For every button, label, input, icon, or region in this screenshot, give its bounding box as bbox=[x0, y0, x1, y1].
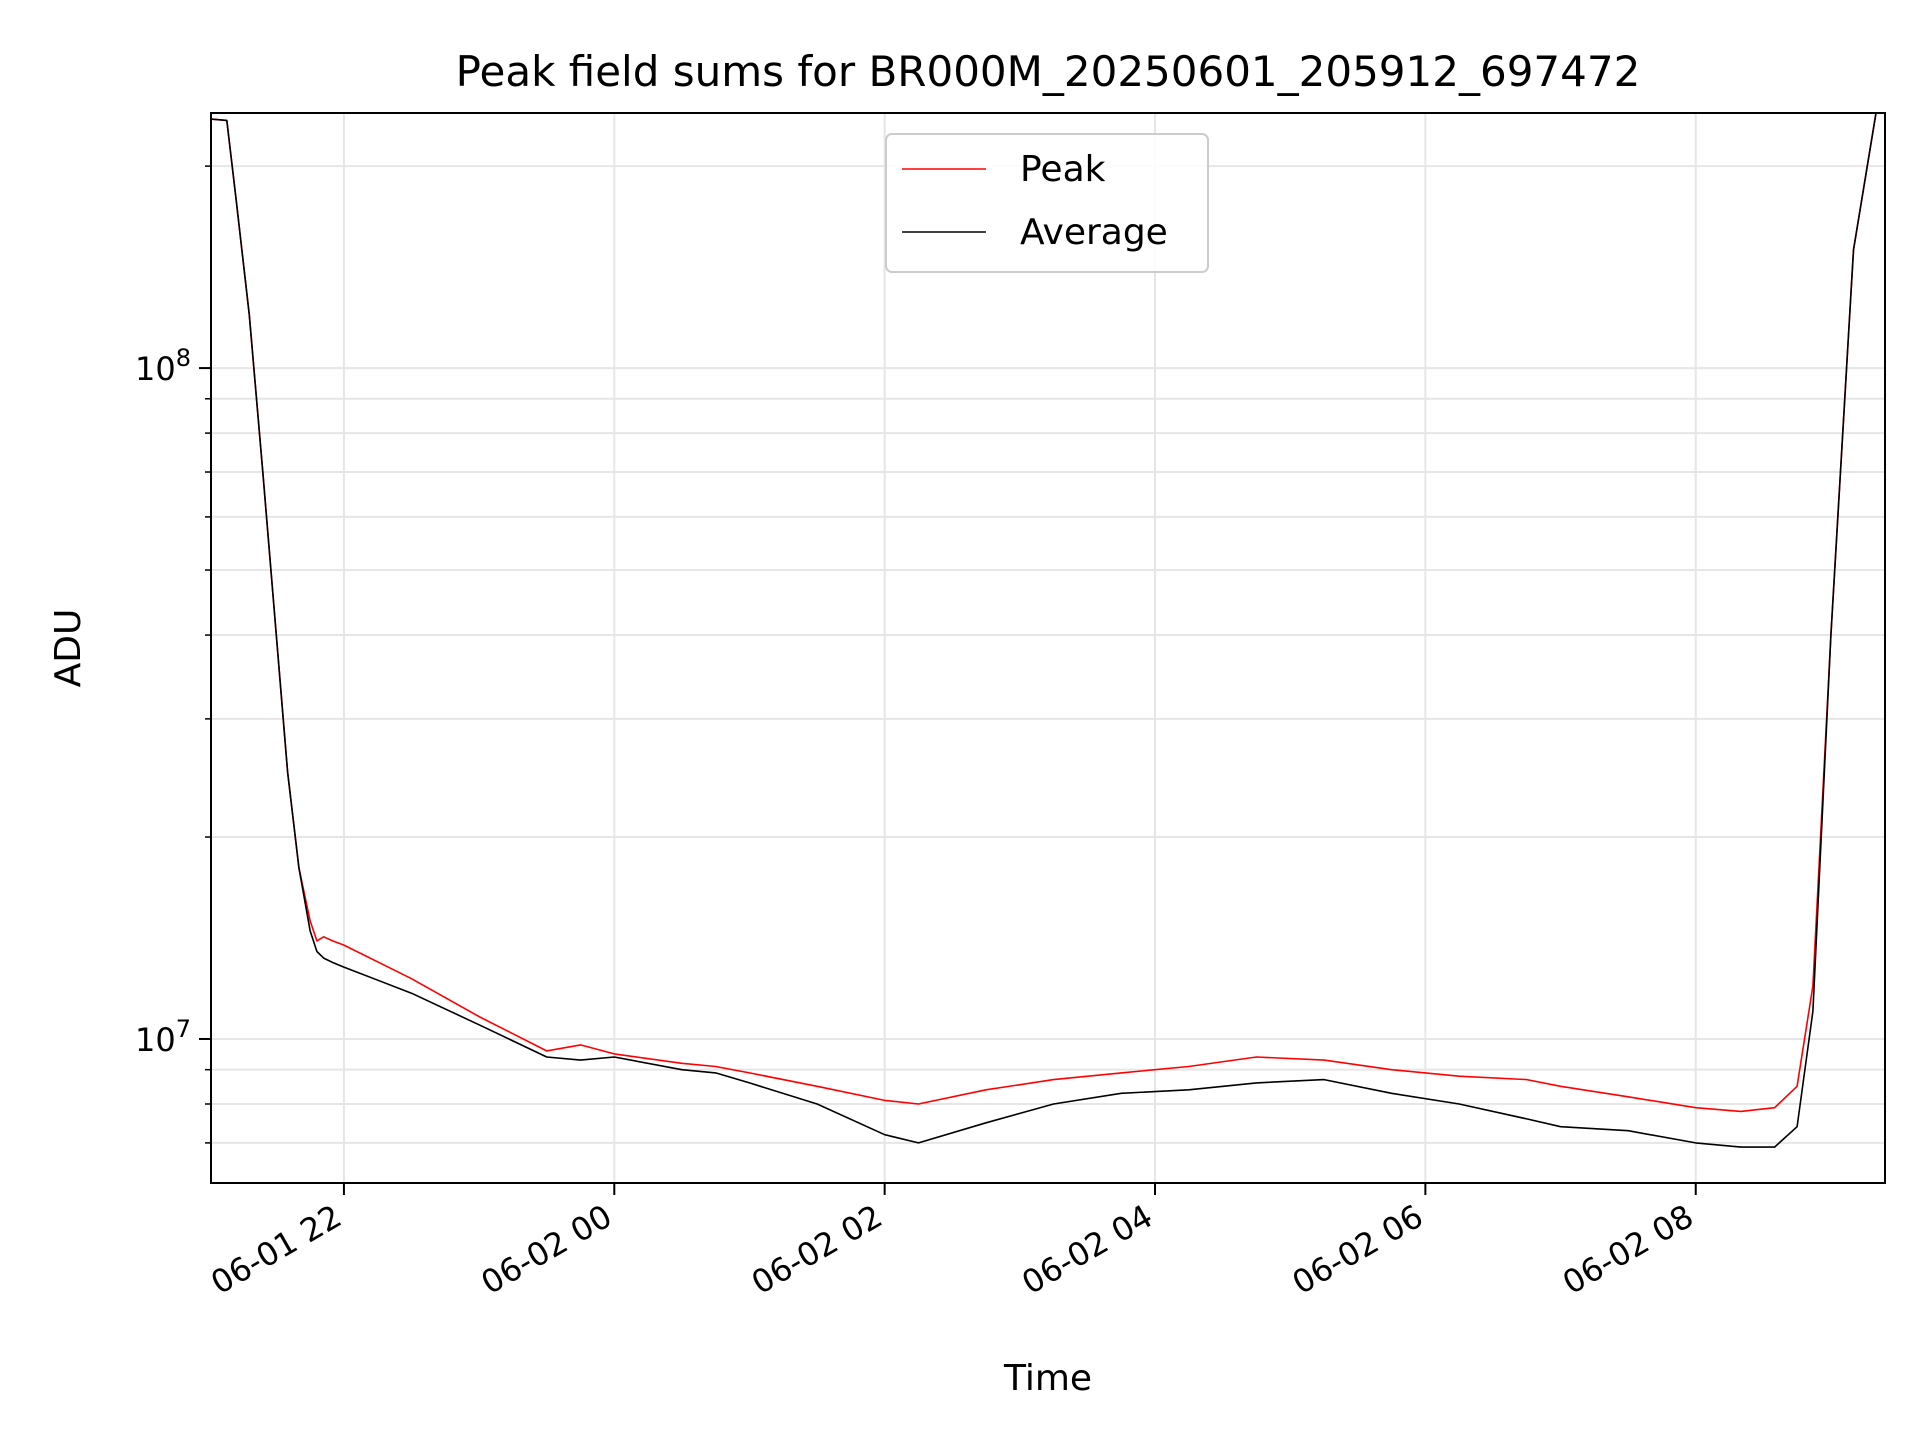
series-layer bbox=[210, 112, 1877, 1148]
legend: Peak Average bbox=[885, 133, 1209, 273]
legend-label-peak: Peak bbox=[1020, 149, 1106, 190]
x-axis-label: Time bbox=[1003, 1358, 1092, 1399]
plot-frame bbox=[210, 112, 1886, 1184]
y-tick-label: 107 bbox=[135, 1015, 191, 1059]
y-ticks: 107 108 bbox=[135, 165, 211, 1144]
legend-label-average: Average bbox=[1020, 212, 1168, 253]
chart-title: Peak field sums for BR000M_20250601_2059… bbox=[456, 47, 1641, 96]
y-axis-label: ADU bbox=[48, 609, 89, 688]
series-line-average bbox=[210, 112, 1877, 1148]
grid bbox=[211, 113, 1885, 1183]
y-tick-label: 108 bbox=[135, 344, 191, 388]
